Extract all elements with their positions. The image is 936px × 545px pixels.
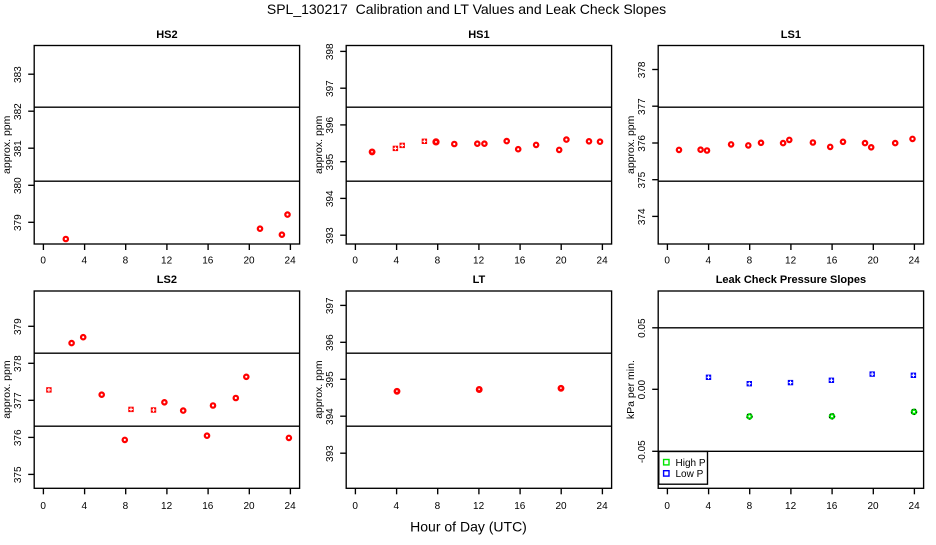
svg-text:24: 24 — [597, 501, 609, 512]
svg-text:8: 8 — [747, 501, 753, 512]
svg-text:394: 394 — [325, 408, 336, 425]
svg-text:24: 24 — [285, 255, 297, 266]
svg-text:4: 4 — [82, 501, 88, 512]
svg-text:20: 20 — [555, 501, 567, 512]
svg-text:4: 4 — [394, 501, 400, 512]
svg-text:381: 381 — [13, 140, 24, 157]
svg-text:4: 4 — [706, 255, 712, 266]
svg-text:379: 379 — [13, 214, 24, 231]
svg-text:12: 12 — [473, 255, 485, 266]
svg-text:398: 398 — [325, 43, 336, 60]
svg-text:20: 20 — [555, 255, 567, 266]
svg-text:393: 393 — [325, 227, 336, 244]
svg-text:24: 24 — [909, 501, 921, 512]
svg-text:375: 375 — [637, 171, 648, 188]
svg-text:0.05: 0.05 — [637, 318, 648, 338]
svg-text:8: 8 — [435, 501, 441, 512]
svg-text:395: 395 — [325, 153, 336, 170]
svg-text:12: 12 — [161, 501, 173, 512]
svg-text:0: 0 — [40, 501, 46, 512]
svg-text:378: 378 — [637, 61, 648, 78]
svg-text:8: 8 — [123, 501, 129, 512]
svg-text:kPa per min.: kPa per min. — [625, 360, 637, 419]
svg-text:24: 24 — [597, 255, 609, 266]
svg-text:8: 8 — [435, 255, 441, 266]
svg-text:approx. ppm: approx. ppm — [1, 115, 13, 174]
svg-text:0: 0 — [40, 255, 46, 266]
svg-text:374: 374 — [637, 208, 648, 225]
svg-text:16: 16 — [826, 501, 838, 512]
svg-text:20: 20 — [867, 501, 879, 512]
svg-text:375: 375 — [13, 466, 24, 483]
svg-text:LS2: LS2 — [157, 274, 177, 286]
svg-text:16: 16 — [202, 501, 214, 512]
svg-text:-0.05: -0.05 — [637, 440, 648, 463]
svg-text:382: 382 — [13, 103, 24, 120]
svg-text:12: 12 — [161, 255, 173, 266]
svg-text:Leak Check Pressure Slopes: Leak Check Pressure Slopes — [716, 274, 866, 286]
svg-text:397: 397 — [325, 80, 336, 97]
svg-text:Low P: Low P — [676, 469, 704, 480]
svg-text:High P: High P — [676, 458, 706, 469]
svg-text:0: 0 — [352, 255, 358, 266]
svg-text:376: 376 — [13, 429, 24, 446]
svg-text:12: 12 — [785, 501, 797, 512]
svg-text:16: 16 — [514, 255, 526, 266]
svg-text:24: 24 — [285, 501, 297, 512]
svg-text:397: 397 — [325, 297, 336, 314]
svg-text:377: 377 — [637, 98, 648, 115]
svg-text:380: 380 — [13, 177, 24, 194]
svg-text:HS2: HS2 — [156, 29, 177, 41]
svg-text:396: 396 — [325, 334, 336, 351]
svg-text:HS1: HS1 — [468, 29, 489, 41]
svg-text:383: 383 — [13, 66, 24, 83]
svg-text:20: 20 — [243, 255, 255, 266]
svg-text:0.00: 0.00 — [637, 380, 648, 400]
svg-text:12: 12 — [785, 255, 797, 266]
svg-text:16: 16 — [514, 501, 526, 512]
svg-text:approx. ppm: approx. ppm — [313, 360, 325, 419]
svg-text:393: 393 — [325, 445, 336, 462]
svg-text:378: 378 — [13, 355, 24, 372]
svg-text:16: 16 — [826, 255, 838, 266]
svg-text:24: 24 — [909, 255, 921, 266]
svg-text:4: 4 — [394, 255, 400, 266]
svg-text:Hour of Day (UTC): Hour of Day (UTC) — [410, 519, 527, 535]
svg-text:8: 8 — [123, 255, 129, 266]
svg-text:16: 16 — [202, 255, 214, 266]
svg-text:approx. ppm: approx. ppm — [313, 115, 325, 174]
svg-text:LT: LT — [473, 274, 486, 286]
svg-text:4: 4 — [82, 255, 88, 266]
svg-text:396: 396 — [325, 117, 336, 134]
svg-text:8: 8 — [747, 255, 753, 266]
svg-text:LS1: LS1 — [781, 29, 801, 41]
svg-text:0: 0 — [664, 255, 670, 266]
svg-text:379: 379 — [13, 318, 24, 335]
svg-text:377: 377 — [13, 392, 24, 409]
svg-text:20: 20 — [867, 255, 879, 266]
svg-text:4: 4 — [706, 501, 712, 512]
svg-text:395: 395 — [325, 371, 336, 388]
svg-text:approx. ppm: approx. ppm — [1, 360, 13, 419]
svg-text:20: 20 — [243, 501, 255, 512]
svg-text:376: 376 — [637, 135, 648, 152]
svg-text:SPL_130217 Calibration and LT: SPL_130217 Calibration and LT Values and… — [267, 1, 666, 17]
svg-text:394: 394 — [325, 190, 336, 207]
svg-text:approx. ppm: approx. ppm — [625, 115, 637, 174]
svg-text:0: 0 — [664, 501, 670, 512]
svg-text:0: 0 — [352, 501, 358, 512]
svg-text:12: 12 — [473, 501, 485, 512]
